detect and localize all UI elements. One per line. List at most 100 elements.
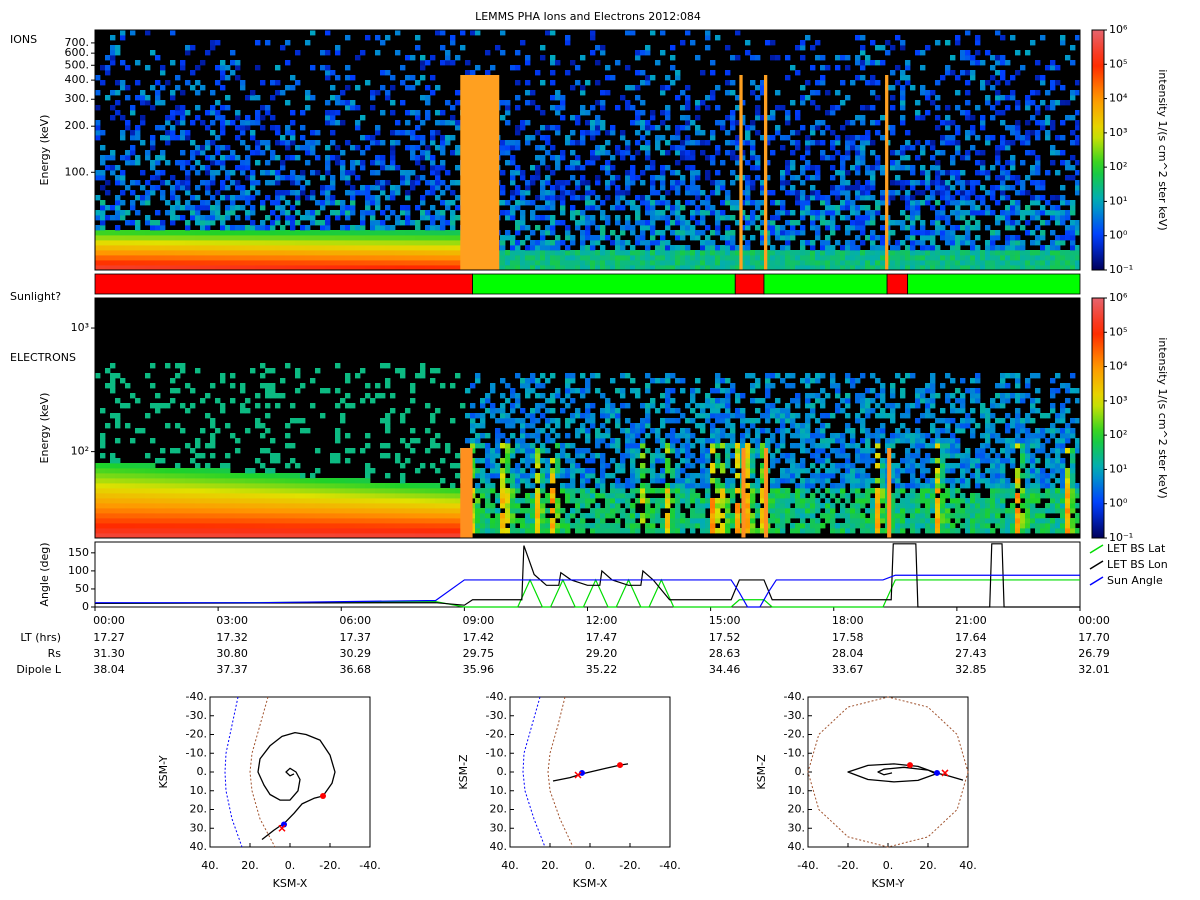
- spectrogram-cell: [1050, 80, 1056, 86]
- spectrogram-cell: [1000, 255, 1006, 261]
- spectrogram-cell: [285, 125, 291, 131]
- spectrogram-cell: [675, 260, 681, 266]
- spectrogram-cell: [210, 140, 216, 146]
- spectrogram-cell: [110, 265, 116, 271]
- spectrogram-cell: [585, 235, 591, 241]
- spectrogram-cell: [1075, 110, 1081, 116]
- spectrogram-cell: [190, 230, 196, 236]
- spectrogram-cell: [230, 488, 236, 494]
- spectrogram-cell: [315, 478, 321, 484]
- spectrogram-cell: [540, 265, 546, 271]
- spectrogram-cell: [280, 473, 286, 479]
- spectrogram-cell: [735, 140, 741, 146]
- spectrogram-cell: [785, 110, 791, 116]
- spectrogram-cell: [670, 55, 676, 61]
- spectrogram-cell: [450, 265, 456, 271]
- spectrogram-cell: [825, 195, 831, 201]
- spectrogram-cell: [1040, 195, 1046, 201]
- spectrogram-cell: [190, 240, 196, 246]
- spectrogram-cell: [760, 250, 766, 256]
- spectrogram-cell: [1040, 220, 1046, 226]
- spectrogram-cell: [865, 80, 871, 86]
- spectrogram-cell: [590, 120, 596, 126]
- spectrogram-cell: [380, 85, 386, 91]
- spectrogram-cell: [250, 120, 256, 126]
- spectrogram-cell: [890, 255, 896, 261]
- spectrogram-cell: [610, 205, 616, 211]
- spectrogram-cell: [955, 265, 961, 271]
- spectrogram-cell: [975, 250, 981, 256]
- spectrogram-cell: [660, 235, 666, 241]
- spectrogram-cell: [385, 240, 391, 246]
- spectrogram-cell: [845, 185, 851, 191]
- spectrogram-cell: [910, 225, 916, 231]
- spectrogram-cell: [515, 245, 521, 251]
- spectrogram-cell: [595, 265, 601, 271]
- spectrogram-cell: [735, 160, 741, 166]
- spectrogram-cell: [540, 205, 546, 211]
- spectrogram-cell: [625, 105, 631, 111]
- spectrogram-cell: [625, 200, 631, 206]
- spectrogram-cell: [505, 105, 511, 111]
- spectrogram-cell: [730, 230, 736, 236]
- spectrogram-cell: [180, 60, 186, 66]
- spectrogram-cell: [845, 265, 851, 271]
- spectrogram-cell: [135, 463, 141, 469]
- spectrogram-cell: [390, 250, 396, 256]
- spectrogram-cell: [290, 418, 296, 424]
- spectrogram-cell: [220, 508, 226, 514]
- spectrogram-cell: [930, 245, 936, 251]
- spectrogram-cell: [545, 195, 551, 201]
- spectrogram-cell: [625, 220, 631, 226]
- spectrogram-cell: [445, 245, 451, 251]
- spectrogram-cell: [775, 130, 781, 136]
- spectrogram-cell: [180, 533, 186, 539]
- spectrogram-cell: [675, 255, 681, 261]
- spectrogram-cell: [630, 170, 636, 176]
- spectrogram-cell: [115, 513, 121, 519]
- spectrogram-cell: [165, 488, 171, 494]
- spectrogram-cell: [970, 130, 976, 136]
- spectrogram-cell: [850, 200, 856, 206]
- spectrogram-cell: [210, 120, 216, 126]
- spectrogram-cell: [650, 235, 656, 241]
- spectrogram-cell: [130, 498, 136, 504]
- spectrogram-cell: [805, 135, 811, 141]
- spectrogram-cell: [370, 135, 376, 141]
- spectrogram-cell: [640, 240, 646, 246]
- spectrogram-cell: [585, 110, 591, 116]
- spectrogram-cell: [375, 250, 381, 256]
- spectrogram-cell: [845, 245, 851, 251]
- spectrogram-cell: [760, 185, 766, 191]
- spectrogram-cell: [950, 255, 956, 261]
- spectrogram-cell: [245, 95, 251, 101]
- spectrogram-cell: [135, 255, 141, 261]
- spectrogram-cell: [300, 190, 306, 196]
- spectrogram-cell: [100, 438, 106, 444]
- spectrogram-cell: [240, 245, 246, 251]
- spectrogram-cell: [95, 125, 101, 131]
- spectrogram-cell: [880, 260, 886, 266]
- spectrogram-cell: [240, 190, 246, 196]
- spectrogram-cell: [225, 215, 231, 221]
- spectrogram-cell: [1075, 265, 1081, 271]
- spectrogram-cell: [425, 230, 431, 236]
- spectrogram-cell: [100, 463, 106, 469]
- spectrogram-cell: [550, 205, 556, 211]
- spectrogram-cell: [210, 105, 216, 111]
- spectrogram-cell: [125, 528, 131, 534]
- spectrogram-cell: [420, 60, 426, 66]
- spectrogram-cell: [330, 120, 336, 126]
- spectrogram-cell: [525, 235, 531, 241]
- spectrogram-cell: [445, 60, 451, 66]
- spectrogram-cell: [960, 190, 966, 196]
- spectrogram-cell: [765, 265, 771, 271]
- spectrogram-cell: [580, 260, 586, 266]
- spectrogram-cell: [1060, 135, 1066, 141]
- spectrogram-cell: [720, 120, 726, 126]
- spectrogram-cell: [155, 125, 161, 131]
- spectrogram-cell: [310, 403, 316, 409]
- spectrogram-cell: [500, 245, 506, 251]
- spectrogram-cell: [710, 265, 716, 271]
- spectrogram-cell: [185, 220, 191, 226]
